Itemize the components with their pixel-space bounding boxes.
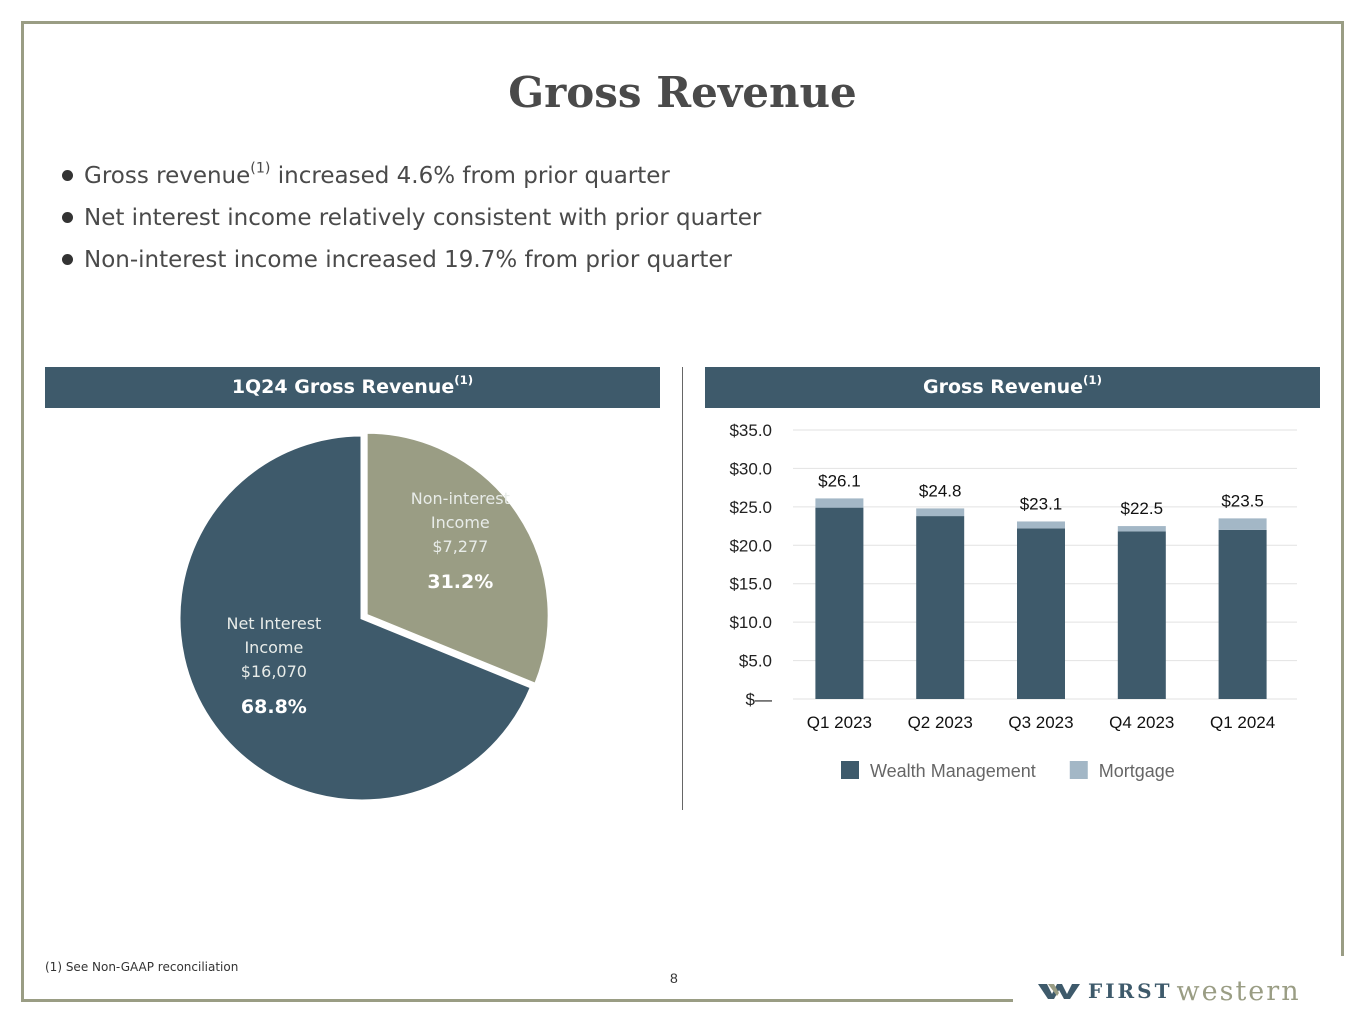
bar-segment <box>1017 528 1065 699</box>
bar-total-label: $23.1 <box>1020 494 1063 513</box>
bullet-text-cont: increased 4.6% from prior quarter <box>270 163 670 189</box>
x-tick-label: Q1 2023 <box>807 713 872 732</box>
legend-label: Mortgage <box>1099 761 1175 781</box>
bullet-dot-icon <box>62 254 73 265</box>
legend-swatch <box>1069 761 1088 779</box>
legend-swatch <box>841 761 859 779</box>
slide-title: Gross Revenue <box>508 68 857 117</box>
bullet-item: Net interest income relatively consisten… <box>60 197 761 239</box>
page-number: 8 <box>670 970 678 986</box>
logo-text-western: western <box>1176 975 1301 1007</box>
bullet-item: Gross revenue(1) increased 4.6% from pri… <box>60 155 761 197</box>
y-tick-label: $30.0 <box>729 459 772 478</box>
footnote: (1) See Non-GAAP reconciliation <box>45 960 239 974</box>
bar-segment <box>1218 529 1267 699</box>
bar-panel-title: Gross Revenue <box>923 376 1084 398</box>
bar-segment <box>916 516 965 699</box>
bar-segment <box>815 498 864 508</box>
bullet-text: Net interest income relatively consisten… <box>84 205 762 231</box>
pie-slice-label: Income <box>431 513 490 532</box>
bullet-item: Non-interest income increased 19.7% from… <box>60 239 761 281</box>
frame-top-border <box>21 21 1344 24</box>
pie-slice-label: $7,277 <box>432 537 488 556</box>
bar-total-label: $23.5 <box>1221 491 1264 510</box>
y-tick-label: $5.0 <box>739 652 772 671</box>
bullet-text: Non-interest income increased 19.7% from… <box>84 247 732 273</box>
bar-panel-footnote-ref: (1) <box>1083 373 1102 388</box>
y-tick-label: $35.0 <box>729 421 772 440</box>
frame-left-border <box>21 21 24 1002</box>
bar-segment <box>1117 526 1166 532</box>
y-tick-label: $— <box>746 690 772 709</box>
pie-slice-label: Non-interest <box>411 489 510 508</box>
bar-segment <box>815 507 864 699</box>
bar-segment <box>1017 521 1065 529</box>
bar-chart: $— $5.0 $10.0 $15.0 $20.0 $25.0 $30.0 $35.0 $26.… <box>729 421 1297 781</box>
pie-panel-header: 1Q24 Gross Revenue(1) <box>45 367 660 408</box>
bar-total-label: $24.8 <box>919 481 962 500</box>
w-mark-icon <box>1038 984 1080 999</box>
legend-label: Wealth Management <box>870 761 1036 781</box>
y-tick-label: $15.0 <box>729 575 772 594</box>
x-tick-label: Q3 2023 <box>1008 713 1073 732</box>
bar-segment <box>1218 518 1267 530</box>
bar-total-label: $22.5 <box>1121 499 1164 518</box>
y-tick-label: $20.0 <box>729 536 772 555</box>
pie-slice-label: $16,070 <box>241 662 307 681</box>
pie-panel-title: 1Q24 Gross Revenue <box>231 376 455 398</box>
bar-total-label: $26.1 <box>818 471 861 490</box>
logo-text-first: FIRST <box>1088 979 1173 1003</box>
bullet-dot-icon <box>62 170 73 181</box>
panel-divider <box>682 367 683 810</box>
pie-slice <box>364 430 551 687</box>
x-tick-label: Q2 2023 <box>908 713 973 732</box>
bar-segment <box>1117 531 1166 699</box>
bar-segment <box>916 508 965 517</box>
company-logo: FIRST western <box>1038 975 1301 1007</box>
pie-chart: Non-interest Income $7,277 31.2% Net Interes… <box>177 430 551 803</box>
bullet-list: Gross revenue(1) increased 4.6% from pri… <box>60 155 761 281</box>
bullet-footnote-ref: (1) <box>250 160 271 177</box>
pie-slice-percent: 68.8% <box>241 696 307 718</box>
pie-slice-label: Net Interest <box>226 614 321 633</box>
pie-slice <box>177 433 534 803</box>
pie-slice-label: Income <box>244 638 303 657</box>
bar-panel-header: Gross Revenue(1) <box>705 367 1320 408</box>
frame-bottom-border <box>21 999 1013 1002</box>
bullet-dot-icon <box>62 212 73 223</box>
y-tick-label: $10.0 <box>729 613 772 632</box>
bullet-text: Gross revenue <box>84 163 251 189</box>
pie-slice-percent: 31.2% <box>427 571 493 593</box>
frame-right-border <box>1341 21 1344 956</box>
x-tick-label: Q4 2023 <box>1109 713 1174 732</box>
x-tick-label: Q1 2024 <box>1210 713 1275 732</box>
pie-panel-footnote-ref: (1) <box>454 373 474 388</box>
y-tick-label: $25.0 <box>729 498 772 517</box>
